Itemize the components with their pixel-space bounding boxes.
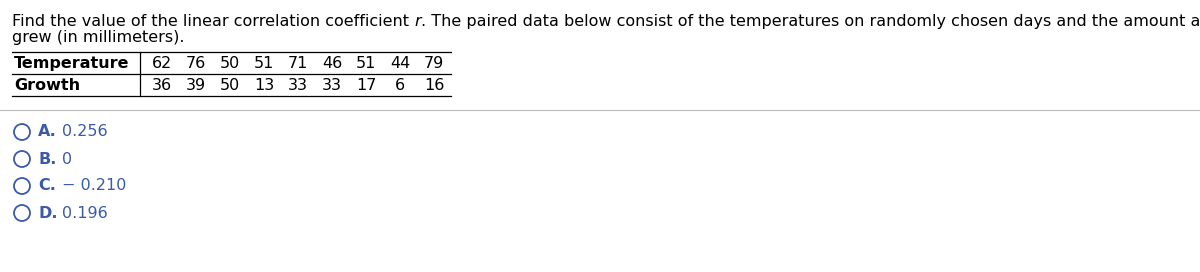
Text: 46: 46 xyxy=(322,56,342,71)
Text: 39: 39 xyxy=(186,78,206,93)
Text: 62: 62 xyxy=(152,56,172,71)
Text: 0.196: 0.196 xyxy=(62,206,108,221)
Text: 17: 17 xyxy=(356,78,376,93)
Text: 16: 16 xyxy=(424,78,444,93)
Text: 13: 13 xyxy=(254,78,274,93)
Text: 76: 76 xyxy=(186,56,206,71)
Text: 33: 33 xyxy=(322,78,342,93)
Text: r: r xyxy=(414,14,421,29)
Text: Temperature: Temperature xyxy=(14,56,130,71)
Text: 79: 79 xyxy=(424,56,444,71)
Text: 44: 44 xyxy=(390,56,410,71)
Text: − 0.210: − 0.210 xyxy=(62,178,126,193)
Text: Find the value of the linear correlation coefficient: Find the value of the linear correlation… xyxy=(12,14,414,29)
Text: 50: 50 xyxy=(220,56,240,71)
Text: 51: 51 xyxy=(356,56,376,71)
Text: A.: A. xyxy=(38,125,56,140)
Text: 6: 6 xyxy=(395,78,406,93)
Text: C.: C. xyxy=(38,178,56,193)
Text: D.: D. xyxy=(38,206,58,221)
Text: 50: 50 xyxy=(220,78,240,93)
Text: 36: 36 xyxy=(152,78,172,93)
Text: grew (in millimeters).: grew (in millimeters). xyxy=(12,30,185,45)
Text: . The paired data below consist of the temperatures on randomly chosen days and : . The paired data below consist of the t… xyxy=(421,14,1200,29)
Text: 33: 33 xyxy=(288,78,308,93)
Text: B.: B. xyxy=(38,152,56,166)
Text: Growth: Growth xyxy=(14,78,80,93)
Text: 51: 51 xyxy=(254,56,274,71)
Text: 0.256: 0.256 xyxy=(62,125,108,140)
Text: 71: 71 xyxy=(288,56,308,71)
Text: 0: 0 xyxy=(62,152,72,166)
